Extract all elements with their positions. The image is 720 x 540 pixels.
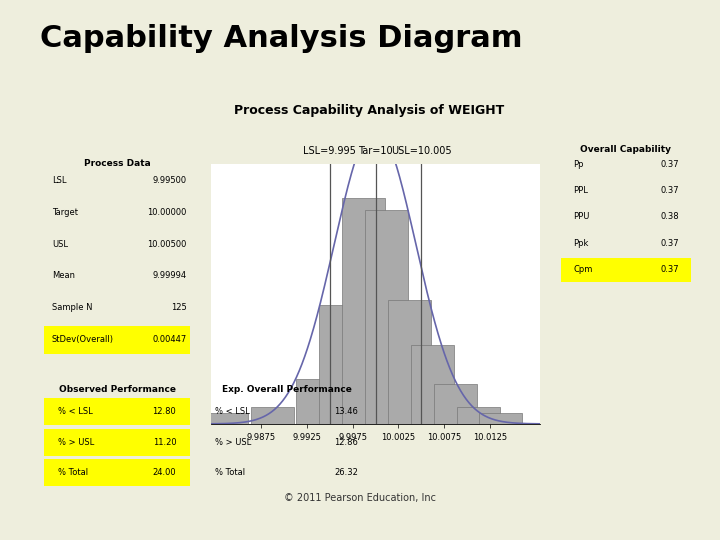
FancyBboxPatch shape	[44, 429, 190, 456]
Text: 12.86: 12.86	[334, 437, 358, 447]
Bar	[251, 407, 294, 424]
Text: Capability Analysis Diagram: Capability Analysis Diagram	[40, 24, 522, 53]
FancyBboxPatch shape	[44, 460, 190, 486]
Bar	[411, 345, 454, 424]
Text: Process Data: Process Data	[84, 159, 150, 168]
Text: Target: Target	[52, 207, 78, 217]
Bar	[456, 407, 500, 424]
Bar	[205, 413, 248, 424]
Text: StDev(Overall): StDev(Overall)	[52, 335, 114, 345]
Text: 9.99500: 9.99500	[153, 176, 186, 185]
Text: Pp: Pp	[573, 160, 584, 169]
Text: USL: USL	[52, 240, 68, 248]
FancyBboxPatch shape	[44, 399, 190, 426]
Text: % Total: % Total	[58, 468, 88, 477]
FancyBboxPatch shape	[561, 258, 691, 281]
Text: 10.00000: 10.00000	[148, 207, 186, 217]
Bar	[480, 413, 523, 424]
Text: Process Capability Analysis of WEIGHT: Process Capability Analysis of WEIGHT	[234, 104, 504, 117]
Text: USL=10.005: USL=10.005	[391, 146, 451, 157]
Text: 0.37: 0.37	[660, 186, 679, 195]
Text: 125: 125	[171, 303, 186, 312]
Text: 9.99994: 9.99994	[153, 272, 186, 280]
Text: Observed Performance: Observed Performance	[58, 385, 176, 394]
Text: LSL: LSL	[52, 176, 66, 185]
FancyBboxPatch shape	[44, 326, 190, 354]
Text: 10.00500: 10.00500	[148, 240, 186, 248]
Text: 26.32: 26.32	[334, 468, 358, 477]
Text: © 2011 Pearson Education, Inc: © 2011 Pearson Education, Inc	[284, 492, 436, 503]
Text: PPL: PPL	[573, 186, 588, 195]
Text: Exp. Overall Performance: Exp. Overall Performance	[222, 385, 351, 394]
Bar	[365, 210, 408, 424]
Text: 11.20: 11.20	[153, 437, 176, 447]
Bar	[297, 379, 339, 424]
Text: 0.38: 0.38	[660, 212, 679, 221]
Text: 24.00: 24.00	[153, 468, 176, 477]
Text: Ppk: Ppk	[573, 239, 589, 247]
Text: 0.37: 0.37	[660, 239, 679, 247]
Text: Overall Capability: Overall Capability	[580, 145, 672, 154]
Text: % > USL: % > USL	[215, 437, 252, 447]
Text: 13.46: 13.46	[334, 407, 358, 416]
Bar	[433, 384, 477, 424]
Text: 0.37: 0.37	[660, 160, 679, 169]
Text: Sample N: Sample N	[52, 303, 92, 312]
Text: 12.80: 12.80	[153, 407, 176, 416]
Text: % < LSL: % < LSL	[215, 407, 251, 416]
Text: 0.00447: 0.00447	[153, 335, 186, 345]
Text: % < LSL: % < LSL	[58, 407, 92, 416]
Bar	[319, 306, 362, 424]
Text: % Total: % Total	[215, 468, 246, 477]
Bar	[342, 198, 385, 424]
Bar	[388, 300, 431, 424]
Text: Mean: Mean	[52, 272, 75, 280]
Text: PPU: PPU	[573, 212, 590, 221]
Text: LSL=9.995: LSL=9.995	[303, 146, 356, 157]
Text: Cpm: Cpm	[573, 265, 593, 274]
Text: Tar=10: Tar=10	[359, 146, 393, 157]
Text: 0.37: 0.37	[660, 265, 679, 274]
Text: % > USL: % > USL	[58, 437, 94, 447]
